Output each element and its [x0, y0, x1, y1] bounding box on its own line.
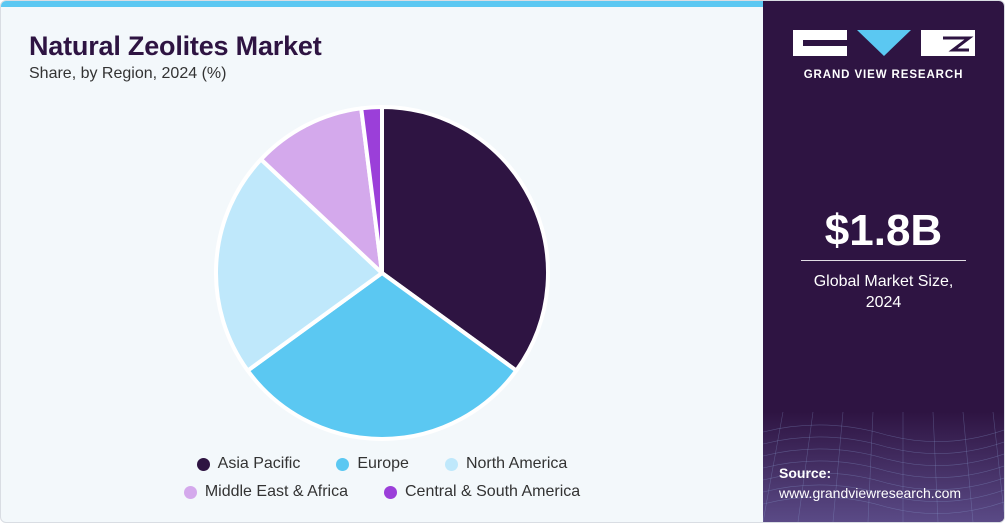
- caption-line-1: Global Market Size,: [813, 273, 954, 290]
- pie-slice-middle-east-africa: [258, 106, 384, 275]
- legend-item-middle-east-africa: Middle East & Africa: [183, 483, 348, 501]
- market-size-value: $1.8B: [824, 206, 943, 255]
- market-size-caption: Global Market Size, 2024: [763, 271, 1004, 313]
- legend-label-middle-east-africa: Middle East & Africa: [204, 483, 348, 500]
- legend-swatch-europe: [336, 457, 350, 471]
- wave-pattern: [763, 412, 1004, 522]
- legend-label-europe: Europe: [357, 455, 409, 472]
- page-title: Natural Zeolites Market: [29, 31, 322, 61]
- pie-slice-asia-pacific: [380, 105, 550, 373]
- source-link[interactable]: www.grandviewresearch.com: [779, 485, 962, 501]
- legend-swatch-central-south-america: [383, 485, 397, 499]
- legend-label-asia-pacific: Asia Pacific: [217, 455, 301, 472]
- legend-item-asia-pacific: Asia Pacific: [196, 455, 301, 473]
- page-subtitle: Share, by Region, 2024 (%): [29, 65, 227, 82]
- caption-line-2: 2024: [865, 294, 902, 311]
- value-divider: [801, 260, 966, 261]
- brand-logo: [793, 30, 975, 56]
- legend-swatch-middle-east-africa: [183, 485, 197, 499]
- legend-label-central-south-america: Central & South America: [404, 483, 581, 500]
- source-label: Source:: [779, 465, 832, 481]
- pie-slice-central-south-america: [359, 105, 384, 275]
- brand-name: GRAND VIEW RESEARCH: [803, 69, 964, 81]
- summary-sidebar: GRAND VIEW RESEARCH $1.8B Global Market …: [763, 1, 1004, 522]
- accent-bar: [1, 1, 763, 7]
- legend-row-1: Asia Pacific Europe North America: [1, 455, 763, 473]
- legend-item-europe: Europe: [336, 455, 409, 473]
- pie-chart: [214, 105, 550, 441]
- legend-item-north-america: North America: [444, 455, 568, 473]
- legend-swatch-north-america: [444, 457, 458, 471]
- chart-panel: Natural Zeolites Market Share, by Region…: [1, 7, 763, 522]
- pie-slice-north-america: [214, 157, 384, 373]
- legend-item-central-south-america: Central & South America: [383, 483, 581, 501]
- legend-swatch-asia-pacific: [196, 457, 210, 471]
- legend-row-2: Middle East & Africa Central & South Ame…: [1, 483, 763, 501]
- legend-label-north-america: North America: [465, 455, 568, 472]
- pie-slice-europe: [245, 271, 519, 441]
